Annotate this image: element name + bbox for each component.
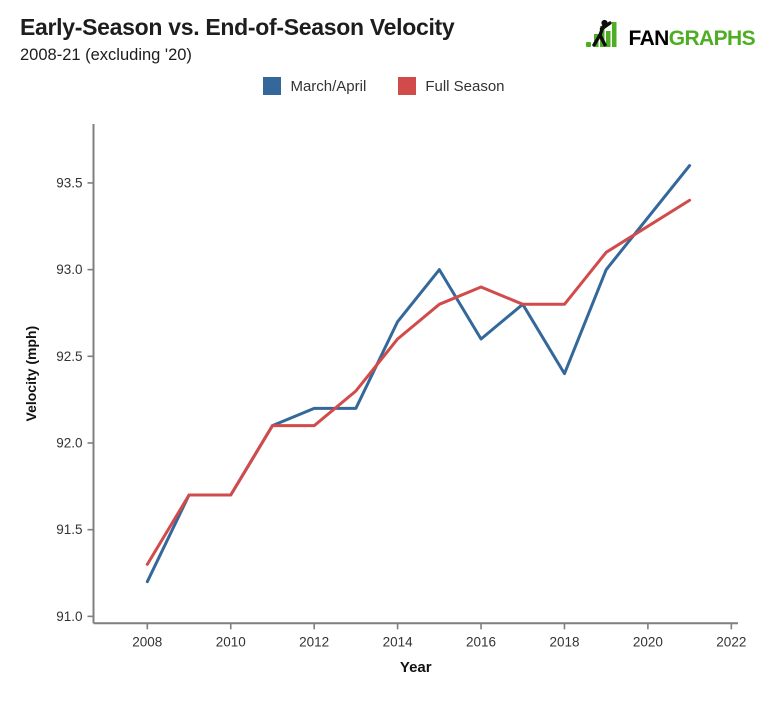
- x-tick-label: 2020: [633, 634, 663, 649]
- x-tick-label: 2018: [549, 634, 579, 649]
- x-tick-label: 2008: [132, 634, 162, 649]
- chart-subtitle: 2008-21 (excluding '20): [20, 46, 192, 64]
- legend-label-full-season: Full Season: [425, 77, 505, 95]
- x-tick-label: 2012: [299, 634, 329, 649]
- chart-title: Early-Season vs. End-of-Season Velocity: [20, 14, 455, 40]
- y-tick-label: 92.5: [56, 349, 82, 364]
- fangraphs-logo-text: FANGRAPHS: [628, 26, 756, 52]
- y-tick-label: 92.0: [56, 435, 82, 450]
- fangraphs-logo-icon: [585, 19, 626, 52]
- full-season-swatch-icon: [398, 77, 417, 95]
- series-line-march-april: [145, 164, 692, 584]
- logo-text-graphs: GRAPHS: [668, 27, 756, 50]
- legend-item-full-season: Full Season: [398, 77, 505, 95]
- logo-text-fan: FAN: [628, 27, 670, 50]
- legend-item-march-april: March/April: [263, 77, 366, 95]
- y-tick-label: 91.0: [56, 609, 82, 624]
- y-tick-label: 91.5: [56, 522, 82, 537]
- march-april-swatch-icon: [263, 77, 282, 95]
- y-axis-title: Velocity (mph): [23, 326, 39, 422]
- y-tick-label: 93.5: [56, 175, 82, 190]
- legend-label-march-april: March/April: [290, 77, 367, 95]
- x-tick-label: 2016: [466, 634, 496, 649]
- x-axis-title: Year: [400, 659, 432, 676]
- x-tick-label: 2014: [383, 634, 414, 649]
- x-tick-label: 2010: [216, 634, 246, 649]
- x-tick-label: 2022: [716, 634, 746, 649]
- fangraphs-logo: FANGRAPHS: [585, 19, 756, 52]
- chart-legend: March/April Full Season: [0, 77, 768, 95]
- y-tick-label: 93.0: [56, 262, 82, 277]
- series-line-full-season: [145, 198, 692, 566]
